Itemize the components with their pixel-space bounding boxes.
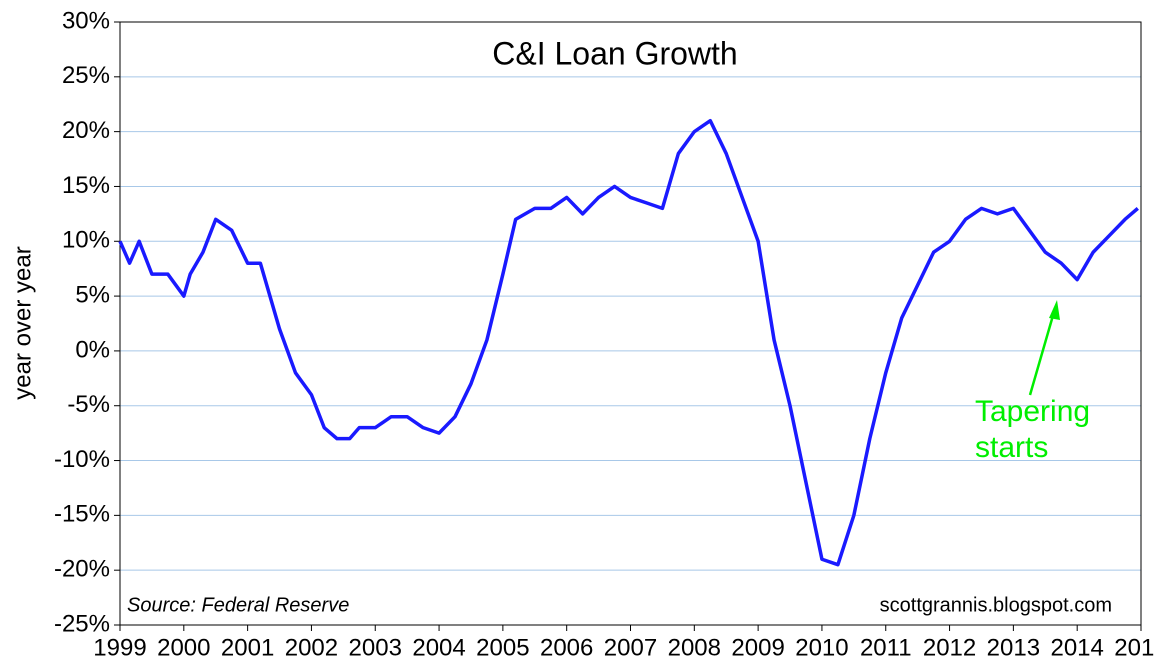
- credit-note: scottgrannis.blogspot.com: [880, 594, 1112, 616]
- x-tick-label: 2009: [731, 634, 784, 661]
- y-tick-label: 10%: [62, 227, 110, 254]
- x-tick-label: 2007: [604, 634, 657, 661]
- x-tick-label: 1999: [93, 634, 146, 661]
- y-tick-label: 25%: [62, 62, 110, 89]
- y-axis-label: year over year: [9, 246, 36, 399]
- x-tick-label: 2006: [540, 634, 593, 661]
- x-tick-label: 2004: [412, 634, 465, 661]
- x-tick-label: 2000: [157, 634, 210, 661]
- annotation: Tapering starts: [975, 395, 1090, 464]
- y-tick-label: -5%: [67, 391, 110, 418]
- x-tick-label: 2003: [349, 634, 402, 661]
- y-tick-label: -20%: [54, 556, 110, 583]
- source-note: Source: Federal Reserve: [127, 594, 349, 616]
- y-tick-label: -10%: [54, 446, 110, 473]
- x-tick-label: 2001: [221, 634, 274, 661]
- y-tick-label: 30%: [62, 7, 110, 34]
- y-tick-label: -25%: [54, 610, 110, 637]
- x-tick-label: 2015: [1114, 634, 1154, 661]
- chart-title: C&I Loan Growth: [492, 35, 737, 71]
- y-tick-label: 0%: [75, 336, 110, 363]
- x-tick-label: 2002: [285, 634, 338, 661]
- x-tick-label: 2014: [1050, 634, 1103, 661]
- data-line: [118, 118, 1139, 567]
- plot-frame: [119, 21, 1142, 626]
- x-tick-label: 2008: [668, 634, 721, 661]
- x-tick-label: 2012: [923, 634, 976, 661]
- x-tick-label: 2011: [860, 634, 912, 661]
- x-tick-label: 2005: [476, 634, 529, 661]
- y-tick-label: 5%: [75, 281, 110, 308]
- x-tick-label: 2013: [987, 634, 1040, 661]
- y-tick-label: 15%: [62, 172, 110, 199]
- y-tick-label: -15%: [54, 501, 110, 528]
- x-tick-label: 2010: [795, 634, 848, 661]
- y-tick-label: 20%: [62, 117, 110, 144]
- annotation-arrowhead: [1049, 300, 1060, 320]
- annotation-arrow: [1028, 311, 1056, 396]
